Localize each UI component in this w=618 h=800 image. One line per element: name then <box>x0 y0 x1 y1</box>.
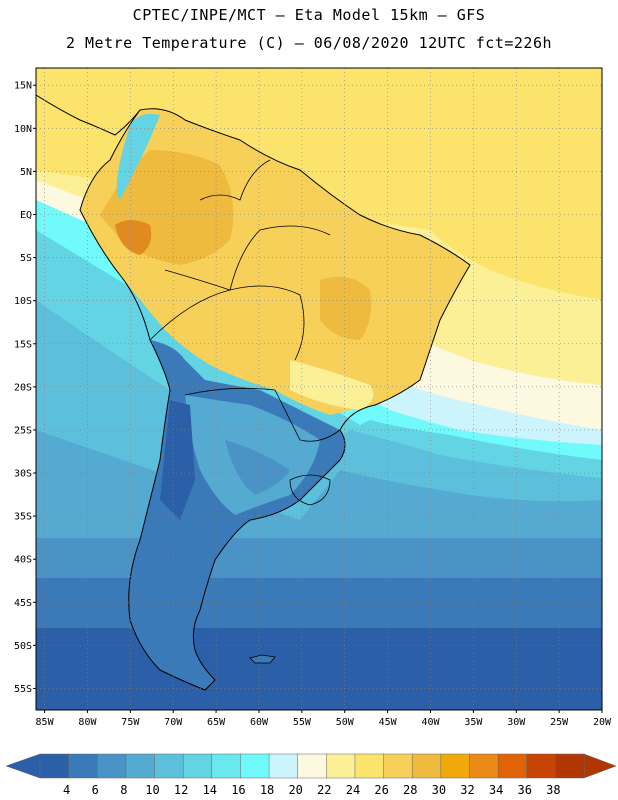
lat-tick-label: 30S <box>14 469 32 480</box>
lon-tick-label: 70W <box>164 717 183 728</box>
lon-tick-label: 50W <box>336 717 355 728</box>
lon-tick-label: 40W <box>421 717 440 728</box>
colorbar-label: 28 <box>403 783 417 797</box>
lon-tick-label: 20W <box>593 717 612 728</box>
colorbar-swatch <box>125 753 156 779</box>
lon-tick-label: 25W <box>550 717 569 728</box>
colorbar-swatch <box>411 753 442 779</box>
lat-tick-label: 10N <box>14 124 32 135</box>
colorbar-swatch <box>326 753 356 779</box>
coastline <box>79 108 471 691</box>
lat-tick-label: 25S <box>14 425 32 436</box>
colorbar-swatch <box>440 753 471 779</box>
colorbar-swatch <box>469 753 499 779</box>
lon-tick-label: 35W <box>464 717 483 728</box>
colorbar-label: 34 <box>489 783 503 797</box>
lon-tick-label: 30W <box>507 717 526 728</box>
colorbar-swatch <box>268 753 299 779</box>
colorbar-swatch <box>182 753 213 779</box>
title-line-1: CPTEC/INPE/MCT – Eta Model 15km – GFS <box>132 6 486 24</box>
lon-tick-label: 85W <box>36 717 55 728</box>
lon-tick-label: 80W <box>78 717 97 728</box>
lat-tick-label: 5N <box>20 167 32 178</box>
colorbar-swatch <box>297 753 327 779</box>
lat-tick-label: 40S <box>14 555 32 566</box>
colorbar-high-arrow <box>583 753 617 779</box>
colorbar-swatch <box>383 753 413 779</box>
colorbar-swatch <box>97 753 127 779</box>
lon-tick-label: 45W <box>379 717 398 728</box>
colorbar-swatch <box>526 753 556 779</box>
lat-tick-label: 55S <box>14 684 32 695</box>
map-field <box>36 68 602 710</box>
colorbar-swatch <box>154 753 184 779</box>
lat-tick-label: 15N <box>14 81 32 92</box>
colorbar-swatch <box>240 753 270 779</box>
colorbar-label: 16 <box>231 783 245 797</box>
northern-andes-cold <box>116 113 160 200</box>
lat-tick-label: EQ <box>20 210 32 221</box>
colorbar-label: 14 <box>203 783 217 797</box>
colorbar-label: 32 <box>460 783 474 797</box>
lat-tick-label: 45S <box>14 598 32 609</box>
title-line-2: 2 Metre Temperature (C) – 06/08/2020 12U… <box>65 34 553 52</box>
colorbar-label: 12 <box>174 783 188 797</box>
colorbar-label: 36 <box>518 783 532 797</box>
colorbar-label: 10 <box>145 783 159 797</box>
colorbar-label: 20 <box>288 783 302 797</box>
central-america-coast <box>36 94 141 136</box>
colorbar-label: 24 <box>346 783 360 797</box>
peru-hot-spot <box>115 220 152 255</box>
colorbar: 4 6 8 10 12 14 16 18 20 22 24 26 28 30 32 34 36 38 <box>5 753 617 797</box>
colorbar-label: 8 <box>120 783 127 797</box>
colorbar-label: 4 <box>63 783 70 797</box>
colorbar-swatch <box>68 753 98 779</box>
colorbar-swatch <box>354 753 385 779</box>
colorbar-swatch <box>39 753 70 779</box>
colorbar-swatch <box>497 753 528 779</box>
lat-tick-label: 15S <box>14 339 32 350</box>
lat-tick-label: 5S <box>20 253 32 264</box>
pampas-region <box>225 440 290 495</box>
colorbar-label: 26 <box>374 783 388 797</box>
lat-tick-label: 20S <box>14 382 32 393</box>
axis-ticks: 15N 10N 5N EQ 5S 10S 15S 20S 25S 30S 35S 40S 45S 50S 5… <box>14 81 612 728</box>
lon-tick-label: 60W <box>250 717 269 728</box>
lat-tick-label: 50S <box>14 641 32 652</box>
map-frame <box>35 67 603 711</box>
uruguay-border <box>289 474 331 506</box>
colorbar-swatch <box>211 753 241 779</box>
lat-tick-label: 35S <box>14 512 32 523</box>
colorbar-label: 18 <box>260 783 274 797</box>
colorbar-label: 30 <box>432 783 446 797</box>
country-borders <box>149 159 341 442</box>
southeast-mild-region <box>290 360 374 410</box>
lon-tick-label: 75W <box>121 717 140 728</box>
colorbar-label: 22 <box>317 783 331 797</box>
colorbar-label: 6 <box>92 783 99 797</box>
lat-tick-label: 10S <box>14 296 32 307</box>
colorbar-low-arrow <box>5 753 41 779</box>
colorbar-label: 38 <box>546 783 560 797</box>
colorbar-swatch <box>555 753 585 779</box>
cerrado-hot-region <box>320 276 372 340</box>
lon-tick-label: 65W <box>207 717 226 728</box>
falklands-islands <box>249 654 276 664</box>
lon-tick-label: 55W <box>293 717 312 728</box>
